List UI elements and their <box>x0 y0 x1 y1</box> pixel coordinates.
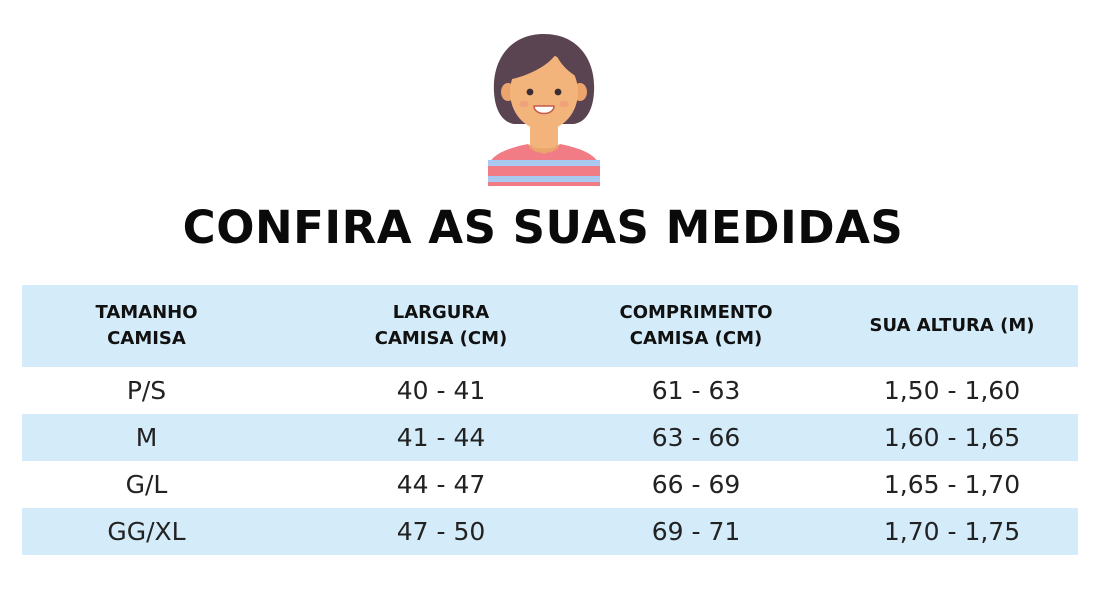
left-eye <box>526 88 534 96</box>
cell-width: 47 - 50 <box>316 508 566 555</box>
cell-width: 40 - 41 <box>396 376 486 405</box>
table-header-row: TAMANHO CAMISA LARGURA CAMISA (CM) COMPR… <box>22 285 1078 367</box>
cell-size: GG/XL <box>22 508 316 555</box>
cell-width: 41 - 44 <box>316 414 566 461</box>
right-cheek <box>559 101 569 107</box>
header-comprimento-camisa: COMPRIMENTO CAMISA (CM) <box>566 285 826 367</box>
cell-length: 66 - 69 <box>651 470 741 499</box>
table-row: P/S 40 - 41 61 - 63 1,50 - 1,60 <box>22 367 1078 414</box>
cell-size: M <box>22 414 316 461</box>
cell-height: 1,50 - 1,60 <box>883 376 1021 405</box>
cell-length: 69 - 71 <box>566 508 826 555</box>
neckline <box>528 144 560 153</box>
table-row: GG/XL 47 - 50 69 - 71 1,70 - 1,75 <box>22 508 1078 555</box>
cell-size: G/L <box>125 470 168 499</box>
table-row: M 41 - 44 63 - 66 1,60 - 1,65 <box>22 414 1078 461</box>
cell-width: 44 - 47 <box>396 470 486 499</box>
cell-height: 1,60 - 1,65 <box>826 414 1078 461</box>
header-largura-camisa: LARGURA CAMISA (CM) <box>316 285 566 367</box>
cell-size: P/S <box>126 376 167 405</box>
shirt-stripe <box>488 176 600 182</box>
hair-bangs <box>508 40 580 80</box>
table-row: G/L 44 - 47 66 - 69 1,65 - 1,70 <box>22 461 1078 508</box>
cell-length: 63 - 66 <box>566 414 826 461</box>
page-title: CONFIRA AS SUAS MEDIDAS <box>182 201 904 254</box>
right-eye <box>554 88 562 96</box>
woman-avatar-icon <box>488 34 600 186</box>
shirt-stripe <box>488 160 600 166</box>
left-cheek <box>519 101 529 107</box>
cell-height: 1,65 - 1,70 <box>883 470 1021 499</box>
size-chart-table: TAMANHO CAMISA LARGURA CAMISA (CM) COMPR… <box>22 285 1078 555</box>
cell-height: 1,70 - 1,75 <box>826 508 1078 555</box>
cell-length: 61 - 63 <box>651 376 741 405</box>
header-tamanho-camisa: TAMANHO CAMISA <box>22 285 316 367</box>
mouth <box>533 105 555 115</box>
header-sua-altura: SUA ALTURA (M) <box>826 285 1078 367</box>
